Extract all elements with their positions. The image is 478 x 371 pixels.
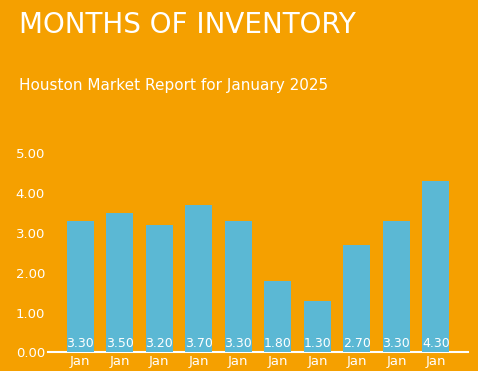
- Bar: [423, 181, 449, 352]
- Bar: [344, 245, 370, 352]
- Text: MONTHS OF INVENTORY: MONTHS OF INVENTORY: [19, 11, 356, 39]
- Text: 3.30: 3.30: [225, 337, 252, 350]
- Text: 3.30: 3.30: [382, 337, 410, 350]
- Text: 1.80: 1.80: [264, 337, 292, 350]
- Text: 3.50: 3.50: [106, 337, 134, 350]
- Bar: [383, 221, 410, 352]
- Text: 3.20: 3.20: [145, 337, 173, 350]
- Text: 3.70: 3.70: [185, 337, 213, 350]
- Bar: [304, 301, 331, 352]
- Bar: [146, 225, 173, 352]
- Bar: [67, 221, 94, 352]
- Bar: [107, 213, 133, 352]
- Bar: [225, 221, 252, 352]
- Text: Houston Market Report for January 2025: Houston Market Report for January 2025: [19, 78, 328, 93]
- Bar: [185, 205, 212, 352]
- Bar: [264, 281, 291, 352]
- Text: 1.30: 1.30: [304, 337, 331, 350]
- Text: 3.30: 3.30: [66, 337, 94, 350]
- Text: 2.70: 2.70: [343, 337, 371, 350]
- Text: 4.30: 4.30: [422, 337, 450, 350]
